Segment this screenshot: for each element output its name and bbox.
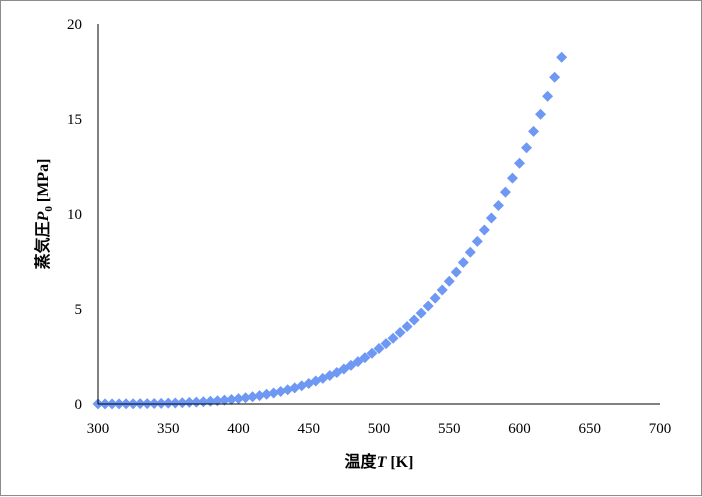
y-axis-title: 蒸気圧P0 [MPa] <box>33 159 55 270</box>
data-point <box>535 108 547 120</box>
data-point <box>176 397 188 409</box>
data-point <box>415 307 427 319</box>
data-point <box>506 172 518 184</box>
data-point <box>366 347 378 359</box>
x-tick-label: 400 <box>227 421 250 437</box>
data-point <box>429 292 441 304</box>
data-point <box>240 392 252 404</box>
data-point <box>247 391 259 403</box>
x-axis-title-symbol: T <box>377 454 388 471</box>
data-point <box>542 90 554 102</box>
data-point <box>373 343 385 355</box>
data-point <box>401 320 413 332</box>
x-tick-label: 300 <box>87 421 110 437</box>
data-point <box>169 397 181 409</box>
data-point <box>450 266 462 278</box>
x-axis-title-unit: [K] <box>386 454 413 471</box>
y-axis-title-unit: [MPa] <box>35 159 52 207</box>
data-point <box>478 224 490 236</box>
data-point <box>528 125 540 137</box>
x-tick-label: 600 <box>508 421 531 437</box>
data-point <box>380 338 392 350</box>
x-tick-labels: 300 350 400 450 500 550 600 650 700 <box>87 421 672 437</box>
data-point <box>211 395 223 407</box>
data-point <box>492 199 504 211</box>
y-axis-title-word: 蒸気圧 <box>33 221 52 269</box>
data-point <box>148 397 160 409</box>
data-point <box>471 235 483 247</box>
y-axis-title-symbol: P <box>35 211 52 222</box>
y-axis-title-subscript: 0 <box>43 206 55 212</box>
data-point <box>521 142 533 154</box>
data-point <box>225 393 237 405</box>
data-point <box>436 284 448 296</box>
data-point <box>556 51 568 63</box>
y-tick-labels: 0 5 10 15 20 <box>67 17 82 413</box>
data-points <box>92 51 568 410</box>
x-tick-label: 700 <box>649 421 672 437</box>
data-point <box>268 387 280 399</box>
x-tick-label: 350 <box>157 421 180 437</box>
data-point <box>387 332 399 344</box>
x-axis-title: 温度T [K] <box>344 452 414 471</box>
x-tick-label: 500 <box>368 421 391 437</box>
x-axis-title-word: 温度 <box>344 452 378 471</box>
data-point <box>183 396 195 408</box>
x-tick-label: 550 <box>438 421 461 437</box>
data-point <box>261 388 273 400</box>
y-tick-label: 5 <box>75 302 83 318</box>
data-point <box>162 397 174 409</box>
data-point <box>408 314 420 326</box>
data-point <box>254 390 266 402</box>
data-point <box>394 327 406 339</box>
data-point <box>218 394 230 406</box>
data-point <box>233 393 244 405</box>
data-point <box>514 157 525 169</box>
data-point <box>190 396 202 408</box>
data-point <box>352 356 364 368</box>
y-tick-label: 10 <box>67 207 82 223</box>
data-point <box>499 186 511 198</box>
data-point <box>359 352 371 364</box>
data-point <box>485 212 497 224</box>
data-point <box>422 300 434 312</box>
data-point <box>457 256 469 268</box>
x-tick-label: 650 <box>579 421 602 437</box>
data-point <box>443 275 455 287</box>
data-point <box>549 71 561 83</box>
y-tick-label: 0 <box>75 397 83 413</box>
y-tick-label: 20 <box>67 17 82 33</box>
data-point <box>464 246 476 258</box>
data-point <box>155 397 167 409</box>
x-tick-label: 450 <box>298 421 321 437</box>
y-tick-label: 15 <box>67 112 82 128</box>
